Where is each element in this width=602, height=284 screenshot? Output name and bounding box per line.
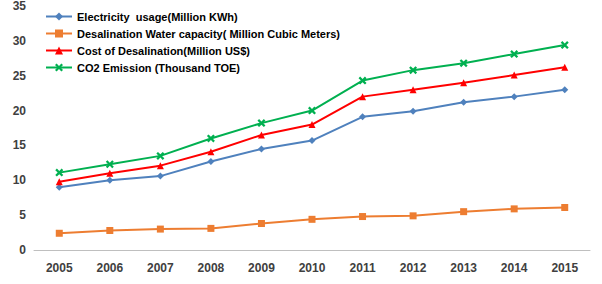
svg-text:2011: 2011 xyxy=(350,261,376,275)
svg-text:2009: 2009 xyxy=(248,261,275,275)
svg-text:Desalination Water capacity( M: Desalination Water capacity( Million Cub… xyxy=(77,28,340,40)
svg-text:2006: 2006 xyxy=(96,261,123,275)
svg-text:2014: 2014 xyxy=(501,261,528,275)
svg-text:35: 35 xyxy=(13,0,27,13)
svg-text:CO2 Emission (Thousand TOE): CO2 Emission (Thousand TOE) xyxy=(77,62,240,74)
svg-text:30: 30 xyxy=(13,34,27,48)
svg-text:0: 0 xyxy=(19,243,26,257)
svg-text:Cost of Desalination(Million U: Cost of Desalination(Million US$) xyxy=(77,45,250,57)
svg-text:15: 15 xyxy=(13,138,27,152)
svg-text:25: 25 xyxy=(13,69,27,83)
svg-text:2012: 2012 xyxy=(400,261,427,275)
svg-text:2015: 2015 xyxy=(551,261,578,275)
svg-text:5: 5 xyxy=(19,208,26,222)
svg-text:10: 10 xyxy=(13,173,27,187)
svg-text:2005: 2005 xyxy=(46,261,73,275)
svg-text:2007: 2007 xyxy=(147,261,174,275)
svg-text:2008: 2008 xyxy=(198,261,225,275)
svg-text:2013: 2013 xyxy=(450,261,477,275)
svg-text:2010: 2010 xyxy=(299,261,326,275)
svg-text:Electricity usage(Million KWh: Electricity usage(Million KWh) xyxy=(77,11,238,23)
svg-text:20: 20 xyxy=(13,104,27,118)
